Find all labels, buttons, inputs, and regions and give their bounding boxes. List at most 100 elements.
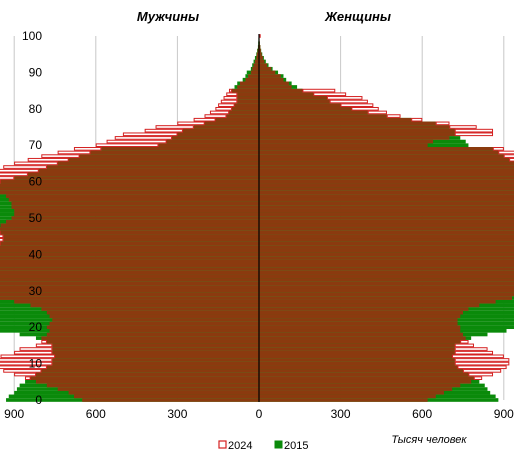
- bar-overlap-female: [259, 190, 514, 195]
- bar-2024-female: [454, 350, 494, 355]
- bar-2024-female: [259, 34, 261, 38]
- bar-overlap-female: [259, 161, 514, 166]
- bar-2024-male: [0, 354, 56, 359]
- bar-overlap-male: [8, 197, 260, 202]
- bar-overlap-female: [259, 281, 514, 286]
- bar-overlap-female: [259, 314, 461, 319]
- bar-overlap-male: [46, 325, 260, 330]
- bar-overlap-female: [259, 117, 412, 122]
- bar-2024-male: [3, 165, 47, 169]
- bar-overlap-male: [41, 307, 260, 311]
- bar-overlap-male: [231, 88, 259, 93]
- bar-overlap-male: [6, 219, 260, 224]
- bar-overlap-male: [0, 285, 260, 289]
- bar-overlap-male: [11, 216, 260, 220]
- bar-overlap-male: [0, 245, 259, 249]
- bar-overlap-female: [259, 172, 514, 177]
- bar-overlap-female: [259, 223, 514, 228]
- bar-overlap-male: [14, 176, 260, 180]
- y-tick-label: 70: [29, 138, 43, 152]
- bar-overlap-female: [259, 285, 514, 289]
- bar-overlap-male: [0, 296, 259, 300]
- bar-overlap-female: [259, 270, 514, 275]
- bar-2024-female: [452, 354, 504, 359]
- legend-label-2024: 2024: [228, 440, 252, 452]
- bar-2024-male: [209, 110, 230, 115]
- bar-overlap-female: [259, 216, 514, 220]
- bar-overlap-female: [259, 299, 496, 304]
- bar-overlap-female: [259, 376, 474, 380]
- bar-overlap-male: [14, 212, 260, 217]
- bar-2024-male: [35, 343, 53, 348]
- bar-overlap-female: [259, 96, 327, 100]
- bar-overlap-male: [229, 110, 259, 115]
- bar-overlap-female: [259, 350, 455, 355]
- bar-overlap-female: [259, 256, 514, 260]
- bar-overlap-male: [57, 387, 259, 391]
- bar-2024-male: [14, 372, 37, 377]
- bar-overlap-female: [259, 241, 514, 246]
- bar-2024-male: [41, 339, 47, 344]
- bar-overlap-male: [90, 150, 259, 155]
- bar-2024-male: [14, 350, 53, 355]
- bar-2024-female: [386, 114, 401, 118]
- bar-overlap-female: [259, 347, 455, 351]
- bar-overlap-female: [259, 398, 428, 402]
- bar-overlap-male: [0, 183, 260, 188]
- bar-overlap-female: [259, 379, 472, 384]
- bar-overlap-male: [14, 208, 260, 213]
- bar-2024-female: [411, 117, 423, 122]
- bar-2024-female: [329, 99, 368, 104]
- bar-2024-male: [0, 358, 53, 362]
- bar-overlap-male: [250, 70, 259, 75]
- bar-overlap-female: [259, 66, 272, 71]
- bar-overlap-female: [259, 187, 514, 191]
- bar-overlap-female: [259, 150, 499, 155]
- bar-overlap-male: [237, 99, 259, 104]
- bar-2024-female: [457, 365, 507, 370]
- bar-overlap-female: [259, 88, 303, 93]
- bar-2024-female: [468, 372, 494, 377]
- bar-overlap-male: [253, 63, 259, 67]
- bar-overlap-female: [259, 110, 368, 115]
- bar-overlap-male: [52, 343, 259, 348]
- bar-overlap-male: [0, 179, 259, 184]
- bar-overlap-female: [259, 339, 461, 344]
- bar-overlap-female: [259, 332, 463, 337]
- bar-2024-male: [218, 103, 235, 107]
- bar-2024-male: [223, 96, 238, 100]
- x-tick-label: 600: [412, 407, 432, 421]
- bar-overlap-female: [259, 176, 514, 180]
- bar-2024-female: [449, 125, 477, 129]
- bar-overlap-female: [259, 194, 514, 198]
- bar-overlap-female: [259, 70, 276, 75]
- bar-2024-male: [27, 157, 69, 162]
- bar-overlap-female: [259, 307, 469, 311]
- bar-overlap-male: [0, 259, 259, 264]
- bar-2024-female: [454, 132, 494, 137]
- bar-overlap-male: [231, 106, 259, 111]
- bar-overlap-female: [259, 321, 458, 326]
- bar-overlap-female: [259, 390, 444, 395]
- bar-overlap-male: [0, 252, 259, 257]
- bar-overlap-male: [226, 114, 259, 118]
- legend-label-2015: 2015: [284, 440, 308, 452]
- bar-overlap-female: [259, 383, 461, 388]
- bar-overlap-male: [0, 256, 259, 260]
- bar-overlap-female: [259, 278, 514, 282]
- bar-2024-female: [454, 361, 510, 366]
- bar-overlap-female: [259, 365, 458, 370]
- bar-overlap-male: [215, 117, 259, 122]
- bar-overlap-male: [82, 398, 259, 402]
- bar-overlap-male: [35, 372, 260, 377]
- bar-overlap-male: [38, 168, 260, 173]
- bars: [0, 34, 514, 402]
- bar-overlap-female: [259, 358, 455, 362]
- bar-overlap-female: [259, 136, 450, 140]
- left-panel-title: Мужчины: [137, 9, 199, 24]
- bar-overlap-male: [52, 350, 259, 355]
- bar-overlap-female: [259, 325, 461, 330]
- bar-2024-female: [435, 121, 450, 126]
- y-tick-label: 100: [22, 29, 42, 43]
